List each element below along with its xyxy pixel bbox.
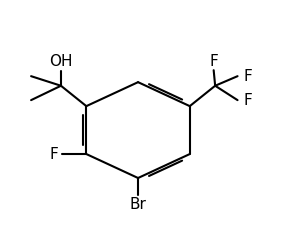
Text: F: F bbox=[49, 147, 58, 161]
Text: F: F bbox=[244, 93, 252, 108]
Text: F: F bbox=[244, 69, 252, 84]
Text: OH: OH bbox=[49, 54, 73, 69]
Text: F: F bbox=[209, 54, 218, 69]
Text: Br: Br bbox=[130, 197, 146, 212]
